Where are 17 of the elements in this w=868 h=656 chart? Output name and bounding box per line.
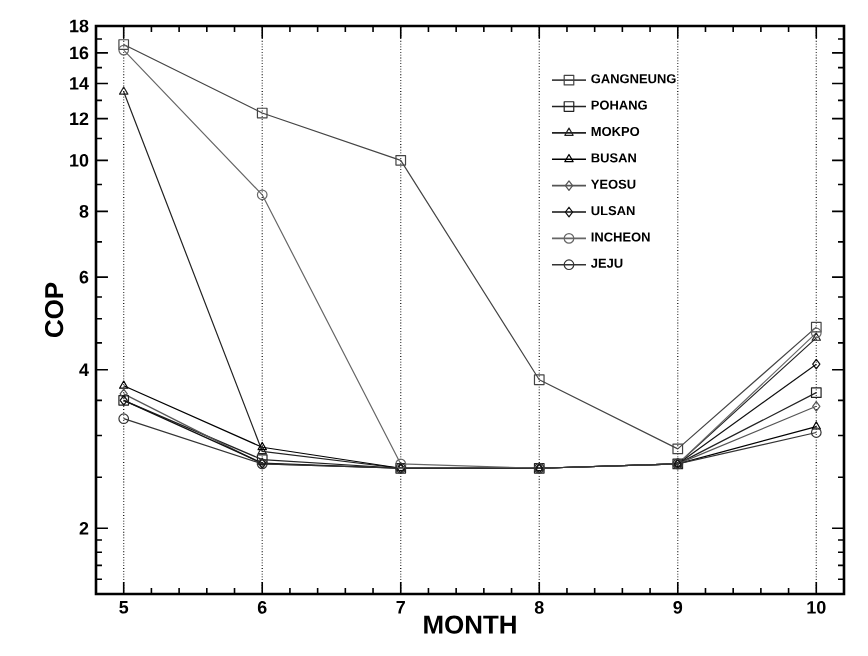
y-tick-label: 16: [70, 46, 89, 60]
x-tick-label: 5: [119, 601, 129, 614]
x-tick-label: 8: [534, 601, 544, 614]
x-tick-label: 6: [257, 601, 267, 614]
y-tick-label: 2: [79, 521, 89, 535]
y-tick-label: 18: [70, 19, 89, 33]
y-tick-label: 6: [79, 270, 89, 284]
x-tick-label: 10: [807, 601, 826, 614]
x-tick-label: 7: [396, 601, 405, 614]
y-tick-label: 8: [79, 204, 89, 218]
y-tick-label: 4: [79, 363, 89, 376]
x-tick-label: 9: [673, 601, 683, 614]
y-tick-label: 10: [70, 153, 89, 167]
y-tick-label: 14: [70, 77, 89, 90]
y-axis-title: COP: [44, 282, 64, 337]
y-tick-label: 12: [70, 112, 89, 125]
x-axis-title: MONTH: [424, 615, 516, 634]
